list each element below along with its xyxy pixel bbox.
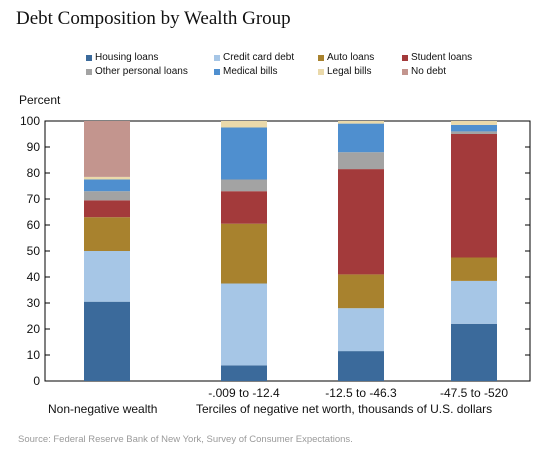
legend-label: Credit card debt bbox=[223, 52, 295, 63]
x-group-label-non-negative: Non-negative wealth bbox=[48, 402, 158, 416]
bar-segment bbox=[84, 200, 130, 218]
source-note: Source: Federal Reserve Bank of New York… bbox=[18, 434, 353, 445]
legend-label: No debt bbox=[411, 66, 447, 77]
legend-swatch bbox=[318, 54, 324, 61]
legend-label: Student loans bbox=[411, 52, 473, 63]
x-tick-label: -47.5 to -520 bbox=[440, 386, 508, 400]
y-tick-label: 20 bbox=[27, 322, 41, 336]
bar-segment bbox=[451, 121, 497, 125]
bars bbox=[84, 121, 497, 381]
legend-swatch bbox=[402, 54, 408, 61]
bar-segment bbox=[338, 274, 384, 309]
y-tick-label: 70 bbox=[27, 192, 41, 206]
legend-item-student-loans: Student loans bbox=[402, 52, 472, 63]
legend-swatch bbox=[318, 68, 324, 75]
bar-segment bbox=[221, 223, 267, 284]
y-tick-label: 50 bbox=[27, 244, 41, 258]
y-tick-label: 100 bbox=[20, 114, 40, 128]
bar-segment bbox=[221, 191, 267, 224]
x-group-label-negative-terciles: Terciles of negative net worth, thousand… bbox=[196, 402, 493, 416]
y-axis-label: Percent bbox=[19, 93, 61, 107]
bar-segment bbox=[84, 301, 130, 381]
axes: 0 10 20 30 40 50 60 70 80 90 100 bbox=[20, 114, 531, 388]
bar-segment bbox=[451, 280, 497, 324]
bar-segment bbox=[338, 123, 384, 153]
legend-label: Other personal loans bbox=[95, 66, 188, 77]
y-tick-label: 0 bbox=[33, 374, 40, 388]
bar-segment bbox=[221, 365, 267, 381]
chart-title: Debt Composition by Wealth Group bbox=[16, 8, 291, 29]
bar-segment bbox=[84, 179, 130, 192]
legend-item-housing-loans: Housing loans bbox=[86, 52, 158, 63]
bar-segment bbox=[221, 179, 267, 192]
category-labels: -.009 to -12.4 -12.5 to -46.3 -47.5 to -52… bbox=[208, 386, 508, 400]
bar-segment bbox=[84, 121, 130, 177]
y-tick-label: 90 bbox=[27, 140, 41, 154]
y-tick-label: 60 bbox=[27, 218, 41, 232]
legend-swatch bbox=[214, 68, 220, 75]
x-tick-label: -.009 to -12.4 bbox=[208, 386, 280, 400]
bar-segment bbox=[451, 257, 497, 281]
bar-segment bbox=[338, 308, 384, 352]
bar-segment bbox=[338, 351, 384, 381]
bar-segment bbox=[221, 121, 267, 128]
legend-swatch bbox=[86, 54, 92, 61]
legend-label: Auto loans bbox=[327, 52, 375, 63]
bar-segment bbox=[451, 134, 497, 258]
legend-swatch bbox=[214, 54, 220, 61]
bar-segment bbox=[451, 124, 497, 132]
legend-item-no-debt: No debt bbox=[402, 66, 446, 77]
bar-segment bbox=[84, 176, 130, 180]
y-tick-label: 80 bbox=[27, 166, 41, 180]
bar-segment bbox=[84, 191, 130, 201]
legend-item-auto-loans: Auto loans bbox=[318, 52, 374, 63]
bar-segment bbox=[84, 217, 130, 251]
y-tick-label: 40 bbox=[27, 270, 41, 284]
bar-segment bbox=[451, 131, 497, 134]
legend-swatch bbox=[402, 68, 408, 75]
bar-segment bbox=[221, 283, 267, 366]
x-tick-label: -12.5 to -46.3 bbox=[325, 386, 397, 400]
legend-label: Legal bills bbox=[327, 66, 372, 77]
bar-segment bbox=[338, 152, 384, 170]
y-tick-label: 30 bbox=[27, 296, 41, 310]
legend-swatch bbox=[86, 68, 92, 75]
legend-item-legal-bills: Legal bills bbox=[318, 66, 371, 77]
legend-label: Housing loans bbox=[95, 52, 159, 63]
legend: Housing loans Credit card debt Auto loan… bbox=[0, 0, 546, 80]
y-tick-label: 10 bbox=[27, 348, 41, 362]
legend-label: Medical bills bbox=[223, 66, 278, 77]
legend-item-other-personal-loans: Other personal loans bbox=[86, 66, 188, 77]
legend-item-medical-bills: Medical bills bbox=[214, 66, 277, 77]
bar-segment bbox=[84, 251, 130, 302]
bar-segment bbox=[338, 169, 384, 275]
bar-segment bbox=[451, 323, 497, 381]
bar-segment bbox=[221, 127, 267, 180]
bar-segment bbox=[338, 121, 384, 124]
legend-item-credit-card-debt: Credit card debt bbox=[214, 52, 294, 63]
